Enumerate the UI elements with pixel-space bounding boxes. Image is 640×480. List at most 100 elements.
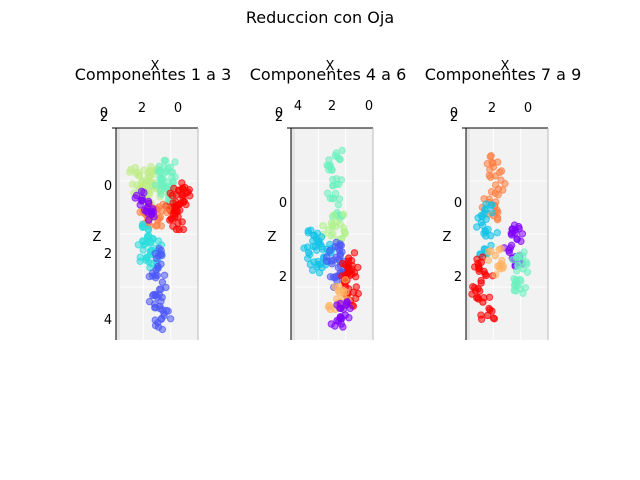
data-point <box>468 290 476 298</box>
panel-3-ztick-1: 2 <box>454 270 462 285</box>
data-point <box>329 230 337 238</box>
panel-1: Componentes 1 a 3 X Z 2 0 2 0 0 2 4 <box>75 59 231 340</box>
panel-1-corner-tick: 2 <box>100 110 108 125</box>
data-point <box>497 244 505 253</box>
data-point <box>339 323 347 331</box>
data-point <box>354 289 362 298</box>
data-point <box>151 181 160 189</box>
panel-3: Componentes 7 a 9 X Z 2 0 2 0 0 2 <box>425 59 581 340</box>
panel-1-ztick-2: 4 <box>104 313 112 328</box>
data-point <box>493 229 501 237</box>
data-point <box>329 182 337 190</box>
data-point <box>488 209 496 217</box>
data-point <box>499 186 507 194</box>
data-point <box>310 258 318 266</box>
data-point <box>157 246 165 255</box>
panel-3-ztick-0: 0 <box>454 196 462 211</box>
data-point <box>304 254 312 263</box>
panel-1-zlabel: Z <box>93 230 102 245</box>
data-point <box>151 249 159 258</box>
data-point <box>168 191 176 200</box>
data-point <box>521 284 530 292</box>
data-point <box>140 188 148 197</box>
data-point <box>145 216 153 224</box>
data-point <box>327 320 335 328</box>
side-pane <box>291 128 295 340</box>
data-point <box>139 223 148 231</box>
data-point <box>144 197 153 206</box>
data-point <box>487 201 496 210</box>
data-point <box>175 225 183 234</box>
panel-2-corner-zero: 0 <box>275 106 283 121</box>
data-point <box>153 293 162 301</box>
panel-2-title: Componentes 4 a 6 <box>250 65 407 84</box>
data-point <box>334 201 343 209</box>
data-point <box>477 279 485 287</box>
data-point <box>491 271 500 279</box>
data-point <box>141 181 149 190</box>
panel-2-xtick-0: 4 <box>294 99 302 114</box>
data-point <box>155 162 164 171</box>
data-point <box>513 235 521 243</box>
panel-3-zlabel: Z <box>443 230 452 245</box>
data-point <box>493 215 502 224</box>
panel-2-xlabel: X <box>326 59 335 74</box>
data-point <box>157 314 166 323</box>
data-point <box>179 191 187 199</box>
data-point <box>487 152 495 160</box>
data-point <box>156 213 165 222</box>
data-point <box>486 173 495 181</box>
data-point <box>169 222 177 230</box>
panel-2-xtick-1: 2 <box>328 99 336 114</box>
data-point <box>512 253 521 262</box>
data-point <box>331 189 340 198</box>
data-point <box>325 166 333 174</box>
data-point <box>473 255 481 263</box>
data-point <box>489 314 498 322</box>
panel-2-zlabel: Z <box>268 230 277 245</box>
data-point <box>336 313 345 321</box>
data-point <box>340 210 348 219</box>
data-point <box>318 243 326 251</box>
data-point <box>494 158 502 166</box>
data-point <box>151 271 160 280</box>
panel-2-ztick-1: 2 <box>279 270 287 285</box>
data-point <box>158 278 167 286</box>
data-point <box>501 179 509 188</box>
data-point <box>337 176 345 184</box>
data-point <box>510 286 518 295</box>
data-point <box>474 214 482 222</box>
data-point <box>329 220 337 229</box>
data-point <box>476 287 484 295</box>
data-point <box>154 323 163 331</box>
panel-1-xtick-0: 0 <box>100 106 108 121</box>
data-point <box>486 306 494 314</box>
data-point <box>171 158 179 166</box>
data-point <box>170 184 178 193</box>
data-point <box>518 230 527 238</box>
data-point <box>473 223 481 231</box>
data-point <box>163 208 171 217</box>
data-point <box>484 256 493 264</box>
data-point <box>136 257 144 265</box>
data-point <box>335 195 344 203</box>
data-point <box>482 215 490 224</box>
data-point <box>323 189 332 197</box>
panel-3-xlabel: X <box>501 59 510 74</box>
panel-1-xtick-1: 2 <box>138 101 146 116</box>
side-pane <box>466 128 470 340</box>
data-point <box>149 205 157 213</box>
panel-2-corner-tick: 2 <box>275 110 283 125</box>
data-point <box>300 244 308 252</box>
panel-2-ztick-0: 0 <box>279 196 287 211</box>
panel-1-points <box>126 156 194 334</box>
panel-3-xtick-1: 2 <box>488 101 496 116</box>
data-point <box>128 180 137 188</box>
data-point <box>186 192 194 200</box>
panel-3-axes-frame <box>462 127 549 340</box>
data-point <box>326 247 334 255</box>
data-point <box>494 191 502 199</box>
panel-3-points <box>468 152 532 323</box>
data-point <box>336 304 344 312</box>
